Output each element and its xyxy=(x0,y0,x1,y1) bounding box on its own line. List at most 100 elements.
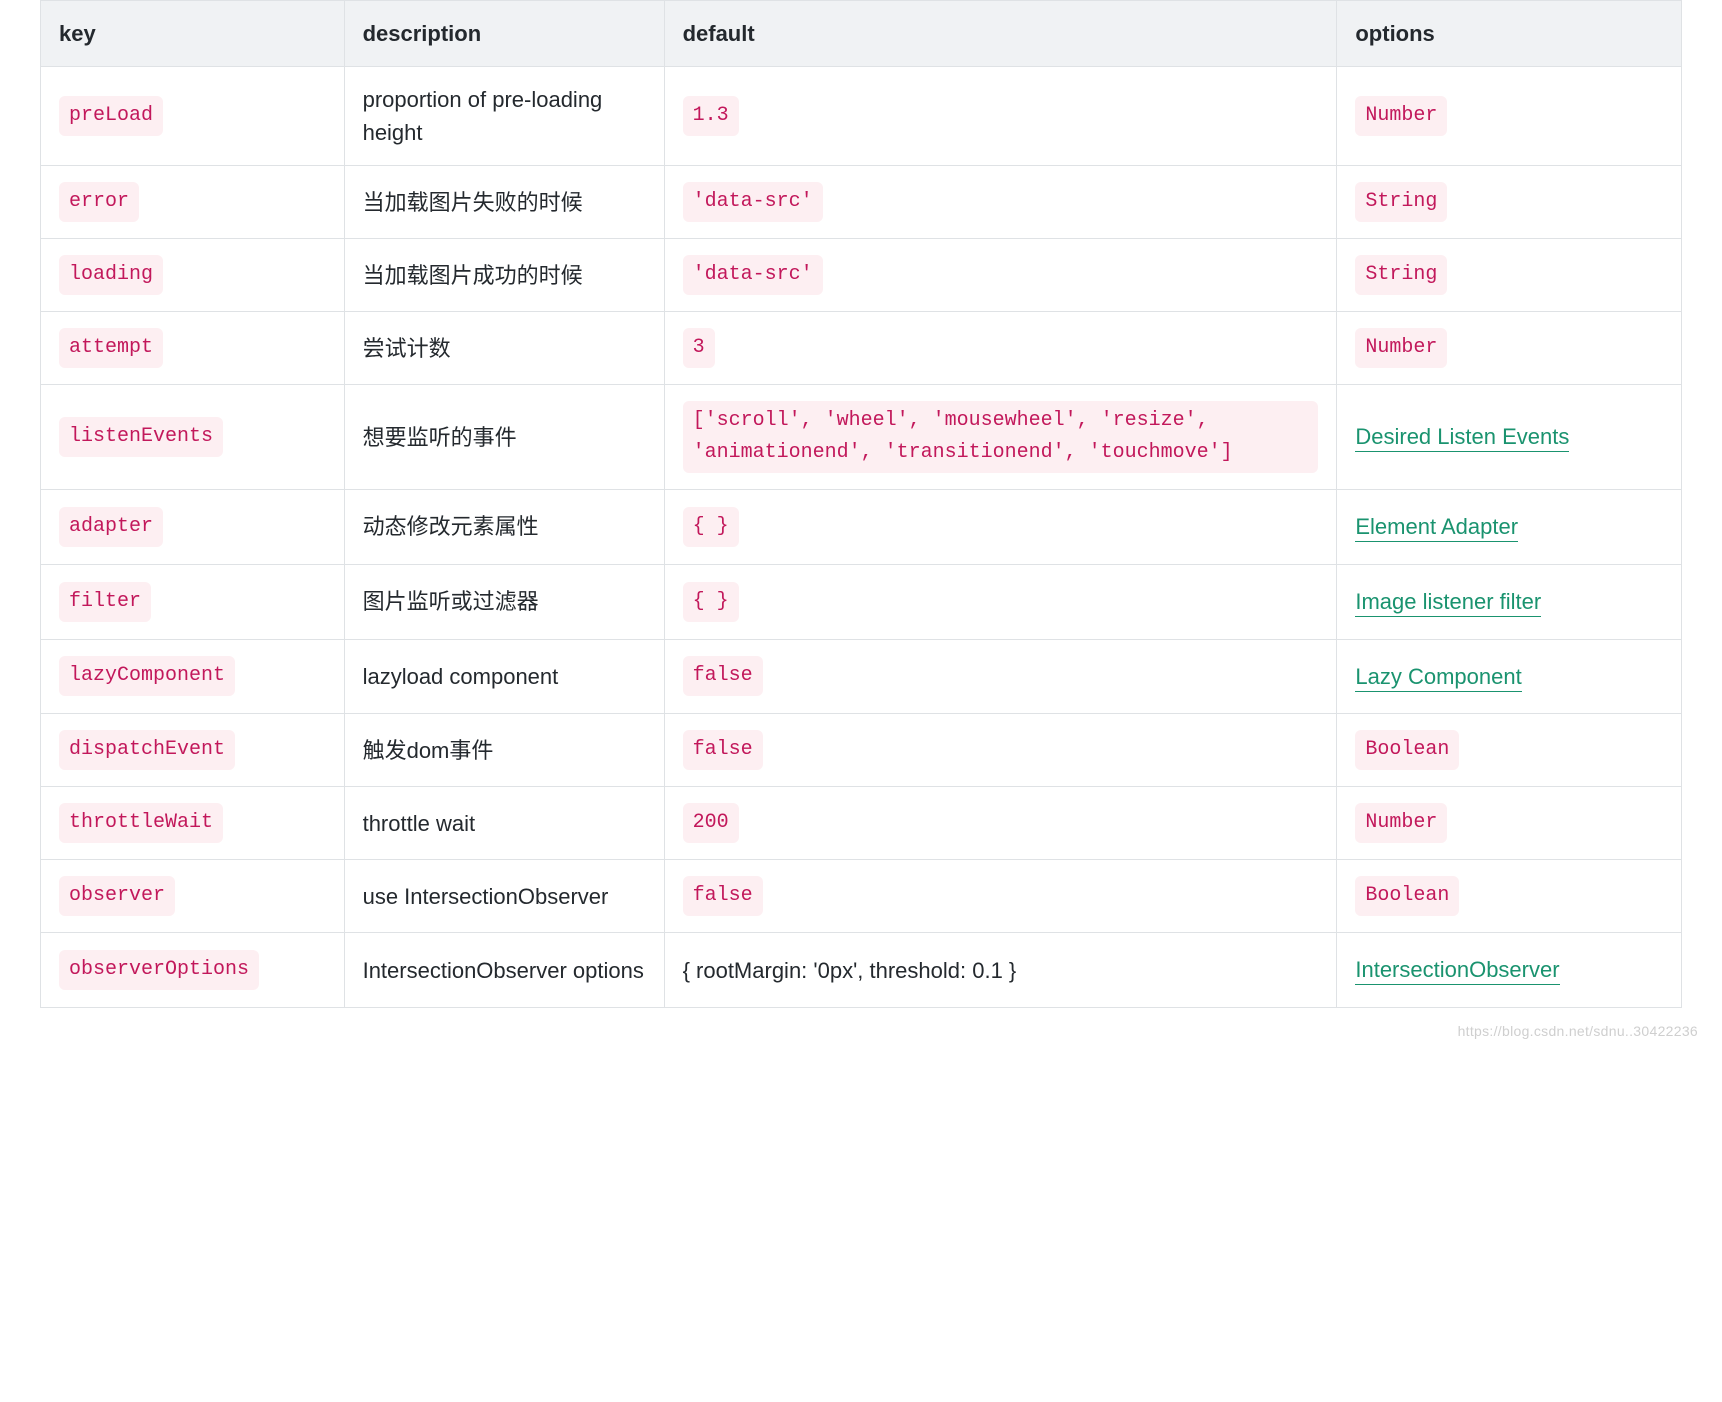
cell-description: lazyload component xyxy=(344,639,664,714)
cell-options: Desired Listen Events xyxy=(1337,385,1682,490)
cell-default: { } xyxy=(664,490,1337,565)
options-code: String xyxy=(1355,182,1447,222)
cell-key: error xyxy=(41,166,345,239)
default-text: { rootMargin: '0px', threshold: 0.1 } xyxy=(683,958,1017,983)
options-table: key description default options preLoadp… xyxy=(40,0,1682,1008)
table-row: dispatchEvent 触发dom事件 false Boolean xyxy=(41,714,1682,787)
key-code: preLoad xyxy=(59,96,163,136)
table-row: lazyComponent lazyload component false Lazy… xyxy=(41,639,1682,714)
cell-default: { } xyxy=(664,564,1337,639)
table-row: attempt尝试计数 3 Number xyxy=(41,312,1682,385)
cell-key: observerOptions xyxy=(41,933,345,1008)
default-code: 1.3 xyxy=(683,96,739,136)
options-link[interactable]: Desired Listen Events xyxy=(1355,424,1569,452)
key-code: listenEvents xyxy=(59,417,223,457)
cell-description: 当加载图片失败的时候 xyxy=(344,166,664,239)
cell-description: 图片监听或过滤器 xyxy=(344,564,664,639)
default-code: 3 xyxy=(683,328,715,368)
cell-default: 1.3 xyxy=(664,67,1337,166)
table-row: observerOptionsIntersectionObserver opti… xyxy=(41,933,1682,1008)
default-code: 'data-src' xyxy=(683,255,823,295)
table-row: adapter 动态修改元素属性 { } Element Adapter xyxy=(41,490,1682,565)
key-code: observer xyxy=(59,876,175,916)
key-code: filter xyxy=(59,582,151,622)
default-code: false xyxy=(683,876,763,916)
cell-options: Boolean xyxy=(1337,860,1682,933)
cell-description: 尝试计数 xyxy=(344,312,664,385)
cell-description: throttle wait xyxy=(344,787,664,860)
cell-key: lazyComponent xyxy=(41,639,345,714)
options-code: Number xyxy=(1355,96,1447,136)
cell-description: 想要监听的事件 xyxy=(344,385,664,490)
cell-key: attempt xyxy=(41,312,345,385)
default-code: false xyxy=(683,656,763,696)
col-header-key: key xyxy=(41,1,345,67)
table-row: observer use IntersectionObserver false Boo… xyxy=(41,860,1682,933)
cell-key: preLoad xyxy=(41,67,345,166)
default-code: { } xyxy=(683,582,739,622)
cell-options: String xyxy=(1337,239,1682,312)
cell-key: observer xyxy=(41,860,345,933)
cell-description: 触发dom事件 xyxy=(344,714,664,787)
cell-options: Number xyxy=(1337,312,1682,385)
cell-options: Number xyxy=(1337,787,1682,860)
cell-options: String xyxy=(1337,166,1682,239)
table-header: key description default options xyxy=(41,1,1682,67)
cell-key: loading xyxy=(41,239,345,312)
table-row: preLoad proportion of pre-loading height 1… xyxy=(41,67,1682,166)
options-code: Boolean xyxy=(1355,730,1459,770)
key-code: adapter xyxy=(59,507,163,547)
cell-description: proportion of pre-loading height xyxy=(344,67,664,166)
cell-default: { rootMargin: '0px', threshold: 0.1 } xyxy=(664,933,1337,1008)
cell-description: IntersectionObserver options xyxy=(344,933,664,1008)
col-header-description: description xyxy=(344,1,664,67)
table-body: preLoad proportion of pre-loading height 1… xyxy=(41,67,1682,1008)
default-code: 200 xyxy=(683,803,739,843)
cell-key: adapter xyxy=(41,490,345,565)
col-header-options: options xyxy=(1337,1,1682,67)
options-code: String xyxy=(1355,255,1447,295)
cell-options: IntersectionObserver xyxy=(1337,933,1682,1008)
key-code: throttleWait xyxy=(59,803,223,843)
cell-default: false xyxy=(664,639,1337,714)
cell-key: dispatchEvent xyxy=(41,714,345,787)
cell-default: ['scroll', 'wheel', 'mousewheel', 'resiz… xyxy=(664,385,1337,490)
options-code: Number xyxy=(1355,328,1447,368)
table-row: listenEvents 想要监听的事件 ['scroll', 'wheel', '… xyxy=(41,385,1682,490)
page-wrap: key description default options preLoadp… xyxy=(0,0,1722,1048)
table-header-row: key description default options xyxy=(41,1,1682,67)
default-code: ['scroll', 'wheel', 'mousewheel', 'resiz… xyxy=(683,401,1319,473)
options-link[interactable]: Element Adapter xyxy=(1355,514,1518,542)
cell-options: Image listener filter xyxy=(1337,564,1682,639)
default-code: 'data-src' xyxy=(683,182,823,222)
options-link[interactable]: Image listener filter xyxy=(1355,589,1541,617)
table-row: throttleWait throttle wait 200 Number xyxy=(41,787,1682,860)
cell-default: 'data-src' xyxy=(664,166,1337,239)
options-link[interactable]: Lazy Component xyxy=(1355,664,1521,692)
key-code: loading xyxy=(59,255,163,295)
table-row: error 当加载图片失败的时候 'data-src' String xyxy=(41,166,1682,239)
cell-description: use IntersectionObserver xyxy=(344,860,664,933)
key-code: dispatchEvent xyxy=(59,730,235,770)
cell-key: throttleWait xyxy=(41,787,345,860)
cell-default: 200 xyxy=(664,787,1337,860)
cell-options: Boolean xyxy=(1337,714,1682,787)
cell-options: Lazy Component xyxy=(1337,639,1682,714)
cell-options: Number xyxy=(1337,67,1682,166)
table-row: filter 图片监听或过滤器 { } Image listener filter xyxy=(41,564,1682,639)
cell-options: Element Adapter xyxy=(1337,490,1682,565)
key-code: lazyComponent xyxy=(59,656,235,696)
cell-default: false xyxy=(664,860,1337,933)
key-code: error xyxy=(59,182,139,222)
cell-default: false xyxy=(664,714,1337,787)
default-code: false xyxy=(683,730,763,770)
table-row: loading当加载图片成功的时候'data-src'String xyxy=(41,239,1682,312)
watermark-text: https://blog.csdn.net/sdnu..30422236 xyxy=(1458,1021,1698,1042)
default-code: { } xyxy=(683,507,739,547)
options-code: Boolean xyxy=(1355,876,1459,916)
cell-key: filter xyxy=(41,564,345,639)
cell-description: 动态修改元素属性 xyxy=(344,490,664,565)
options-link[interactable]: IntersectionObserver xyxy=(1355,957,1559,985)
options-code: Number xyxy=(1355,803,1447,843)
cell-default: 3 xyxy=(664,312,1337,385)
